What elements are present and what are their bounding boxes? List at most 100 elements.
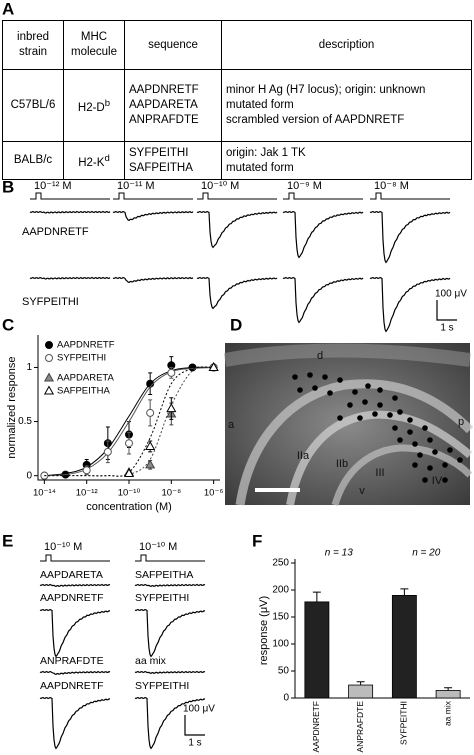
- recording-site: [427, 437, 433, 443]
- recording-site: [322, 374, 328, 380]
- stimulus-marker: [40, 554, 110, 562]
- error-bar: [400, 588, 409, 596]
- mhc-allele: d: [104, 152, 110, 164]
- peptide-label: SYFPEITHI: [22, 296, 79, 308]
- peptide-label: AAPDNRETF: [22, 226, 89, 238]
- description: mutated form: [226, 161, 294, 174]
- stimulus-marker: [135, 554, 205, 562]
- trace: [112, 276, 194, 284]
- trace: [112, 210, 194, 222]
- recording-site: [432, 449, 438, 455]
- recording-site: [387, 412, 393, 418]
- scale-label: 1 s: [440, 323, 453, 334]
- recording-site: [327, 390, 333, 396]
- recording-site: [312, 385, 318, 391]
- mhc: H2-K: [78, 156, 105, 169]
- stimulus-marker: [113, 192, 193, 200]
- x-tick-label: ANPRAFDTE: [355, 701, 365, 753]
- data-point: [166, 403, 177, 413]
- concentration-label: 10⁻¹¹ M: [117, 180, 155, 192]
- scale-bar: [436, 300, 457, 321]
- scale-label: 100 μV: [183, 704, 215, 715]
- mhc-cell: H2-Kd: [63, 141, 125, 180]
- y-tick-label: 0: [283, 693, 289, 704]
- region-label: IIb: [336, 458, 348, 470]
- peptide-label: SYFPEITHI: [135, 592, 189, 604]
- mhc-allele: b: [104, 97, 111, 109]
- fit-curve: [44, 366, 214, 477]
- trace: [39, 696, 111, 750]
- y-tick-label: 50: [278, 666, 290, 677]
- recording-site: [365, 383, 371, 389]
- recording-site: [337, 377, 343, 383]
- scale-bar: [184, 715, 205, 736]
- error-bar: [444, 687, 453, 691]
- legend-marker: [45, 354, 53, 362]
- legend-label: AAPDARETA: [57, 373, 115, 384]
- trace: [369, 276, 451, 333]
- peptide-label: AAPDARETA: [40, 569, 103, 581]
- description-cell: origin: Jak 1 TK mutated form: [221, 141, 472, 180]
- recording-site: [297, 387, 303, 393]
- strain-cell: BALB/c: [2, 141, 64, 180]
- trace: [196, 210, 278, 249]
- description: minor H Ag (H7 locus); origin: unknown: [226, 84, 426, 96]
- bar: [304, 601, 330, 699]
- concentration-label: 10⁻¹⁰ M: [44, 541, 82, 553]
- x-tick-label: AAPDNRETF: [311, 701, 321, 752]
- trace: [39, 608, 111, 658]
- trace: [134, 608, 206, 658]
- recording-site: [417, 452, 423, 458]
- annotation: n = 20: [412, 548, 441, 559]
- region-label: d: [317, 350, 323, 362]
- recording-site: [307, 372, 313, 378]
- x-tick-label: 10⁻¹²: [76, 488, 98, 499]
- peptide-table: inbred strain MHC molecule sequence desc…: [2, 20, 472, 180]
- peptide-label: AAPDNRETF: [40, 592, 104, 604]
- trace: [196, 276, 278, 310]
- y-axis-label: normalized response: [6, 356, 18, 458]
- recording-site: [352, 389, 358, 395]
- recording-site: [422, 477, 428, 483]
- axis: [37, 335, 220, 481]
- panel-label: C: [2, 315, 14, 334]
- y-tick-label: 250: [272, 558, 289, 569]
- recording-site: [372, 411, 378, 417]
- header-cell: description: [221, 20, 472, 70]
- data-point: [125, 439, 133, 448]
- sequence: SAFPEITHA: [129, 161, 193, 174]
- sequence-cell: SYFPEITHI SAFPEITHA: [124, 141, 222, 180]
- recording-site: [407, 429, 413, 435]
- x-tick-label: 10⁻¹⁰: [118, 488, 141, 499]
- panel-label: D: [230, 315, 242, 334]
- description: scrambled version of AAPDNRETF: [226, 114, 405, 126]
- brain-slice-image: [223, 343, 474, 507]
- bar: [435, 690, 461, 699]
- y-tick-label: 100: [272, 639, 289, 650]
- stimulus-marker: [283, 192, 363, 200]
- region-label: a: [228, 419, 235, 431]
- region-label: p: [458, 416, 464, 428]
- stimulus-marker: [30, 192, 110, 200]
- panel-label: B: [2, 177, 14, 196]
- concentration-label: 10⁻¹⁰ M: [201, 180, 239, 192]
- data-point: [167, 368, 176, 377]
- recording-site: [412, 441, 418, 447]
- trace: [39, 670, 111, 676]
- legend-label: SYFPEITHI: [57, 353, 106, 364]
- header-cell: inbred strain: [2, 20, 64, 70]
- legend-marker: [43, 385, 55, 395]
- bar: [348, 684, 374, 699]
- x-tick-label: SYFPEITHI: [399, 701, 409, 745]
- recording-site: [447, 447, 453, 453]
- legend-label: AAPDNRETF: [57, 340, 115, 351]
- sequence: ANPRAFDTE: [129, 114, 199, 126]
- data-point: [145, 440, 156, 450]
- x-tick-label: 10⁻¹⁴: [33, 488, 56, 499]
- y-tick-label: 150: [272, 612, 289, 623]
- strain-cell: C57BL/6: [2, 69, 64, 142]
- recording-site: [442, 462, 448, 468]
- concentration-label: 10⁻⁸ M: [374, 180, 409, 192]
